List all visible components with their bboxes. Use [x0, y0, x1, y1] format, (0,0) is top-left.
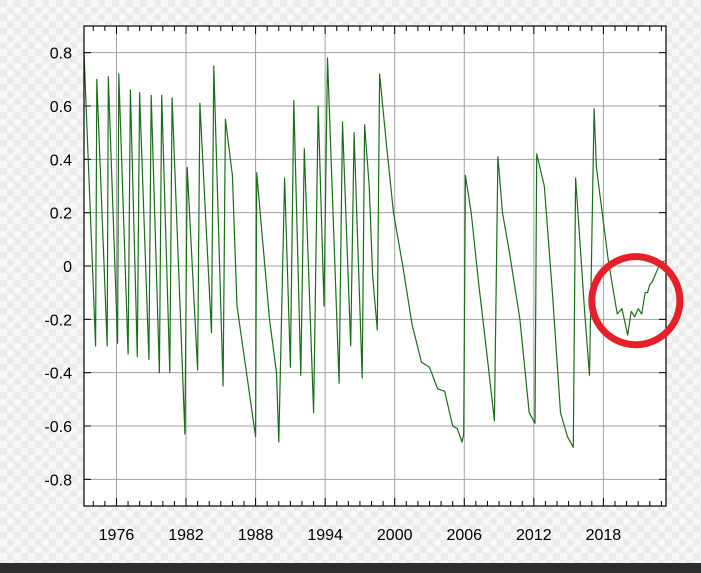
- bottom-bar: [0, 563, 701, 573]
- y-tick-label: 0.2: [50, 206, 72, 223]
- x-tick-label: 2018: [586, 527, 622, 544]
- ticks: [84, 26, 666, 506]
- x-tick-label: 2012: [516, 527, 552, 544]
- x-tick-label: 1976: [99, 527, 135, 544]
- y-tick-label: -0.2: [44, 312, 72, 329]
- y-tick-label: 0.4: [50, 152, 72, 169]
- x-tick-label: 1994: [307, 527, 343, 544]
- x-tick-label: 1982: [168, 527, 204, 544]
- x-tick-label: 2006: [446, 527, 482, 544]
- y-tick-label: -0.8: [44, 472, 72, 489]
- x-tick-label: 1988: [238, 527, 274, 544]
- series-line: [83, 52, 666, 448]
- tick-labels: 0.8 0.6 0.4 0.2 0 -0.2 -0.4 -0.6 -0.8 1976 1982 198…: [44, 46, 621, 544]
- x-tick-label: 2000: [377, 527, 413, 544]
- y-tick-label: 0.8: [50, 46, 72, 63]
- annotation-circle: [588, 253, 684, 349]
- y-tick-label: 0: [63, 259, 72, 276]
- y-tick-label: -0.6: [44, 419, 72, 436]
- y-tick-label: 0.6: [50, 99, 72, 116]
- y-tick-label: -0.4: [44, 366, 72, 383]
